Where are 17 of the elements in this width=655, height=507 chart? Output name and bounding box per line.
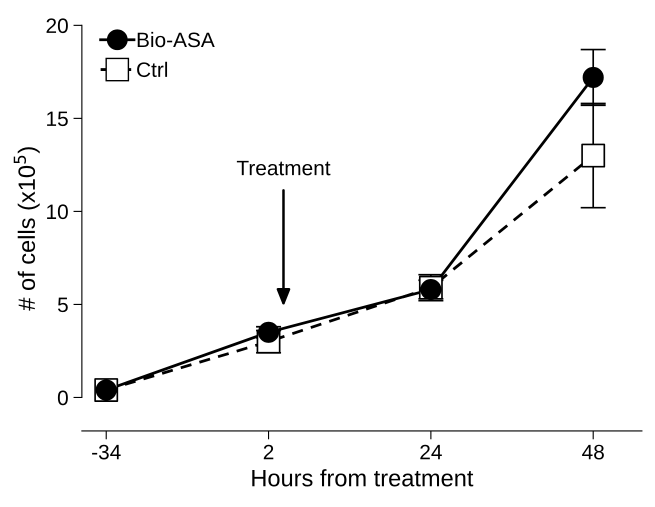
x-tick-label: -34 <box>92 444 121 460</box>
y-tick-label: 5 <box>58 298 68 312</box>
x-tick-label: 24 <box>420 444 442 460</box>
annotation: Treatment <box>236 160 330 176</box>
legend-label: Bio-ASA <box>138 32 215 48</box>
x-axis-title: Hours from treatment <box>252 469 474 486</box>
y-tick-label: 0 <box>58 390 68 406</box>
point <box>258 322 280 343</box>
point <box>581 144 606 168</box>
y-tick-label: 20 <box>46 18 68 34</box>
x-tick-label: 2 <box>264 444 274 460</box>
point <box>582 66 604 88</box>
x-tick-label: 48 <box>582 444 604 460</box>
y-tick-label: 10 <box>47 204 68 220</box>
legend-label: Ctrl <box>137 62 168 78</box>
y-tick-label: 15 <box>47 112 68 126</box>
y-axis-title: # of cells (x10$^{5}$) <box>14 147 40 311</box>
